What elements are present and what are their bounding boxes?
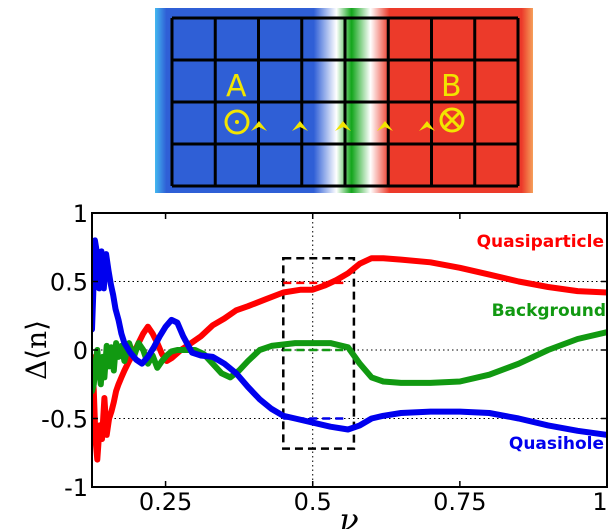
arrow-up-icon [292,121,308,131]
lattice-label-b: B [441,69,462,104]
x-tick-label: 0.25 [139,488,192,516]
series-line-background [92,329,607,395]
series-label-background: Background [492,301,606,321]
lattice-grid [170,16,520,188]
x-tick-label: 1 [592,488,607,516]
arrow-up-icon [377,121,393,131]
circled-dot-icon [224,109,250,135]
lattice-panel: A B [155,8,533,193]
circled-cross-icon [439,107,465,133]
series-label-quasiparticle: Quasiparticle [477,232,604,252]
lattice-label-a: A [226,69,247,104]
arrow-up-icon [335,121,351,131]
y-tick-label: 1 [73,200,88,228]
arrow-up-icon [251,121,267,131]
series-label-quasihole: Quasihole [509,434,604,454]
y-tick-label: -1 [64,474,88,502]
series-layer [92,237,607,463]
x-tick-label: 0.75 [433,488,486,516]
y-axis-label: Δ⟨n⟩ [20,320,53,380]
y-tick-label: 0.5 [50,269,88,297]
x-axis-label: ν [339,501,358,529]
y-tick-label: -0.5 [41,406,88,434]
series-line-quasihole [92,237,607,438]
arrow-up-icon [419,121,435,131]
tick-layer: 0.25 0.5 0.75 1 -1 -0.5 0 0.5 1 [41,200,608,516]
x-tick-label: 0.5 [294,488,332,516]
flow-arrows [251,121,435,131]
series-line-quasiparticle [92,255,607,463]
y-tick-label: 0 [73,337,88,365]
